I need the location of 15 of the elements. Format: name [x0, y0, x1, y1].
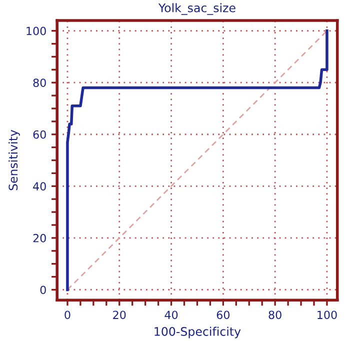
x-tick-label: 40 [164, 310, 178, 320]
y-tick-label: 80 [33, 78, 46, 87]
y-tick-label: 60 [33, 130, 46, 139]
y-axis-title: Sensitivity [8, 130, 20, 190]
y-tick-label: 40 [33, 182, 46, 191]
x-axis-title: 100-Specificity [154, 326, 241, 338]
y-tick-label: 0 [40, 286, 46, 294]
chart-title: Yolk_sac_size [158, 3, 236, 15]
x-tick-label: 0 [64, 310, 70, 320]
y-tick-label: 100 [26, 26, 46, 36]
x-tick-label: 100 [318, 310, 337, 320]
x-tick-label: 80 [268, 310, 282, 320]
x-tick-label: 20 [113, 310, 126, 320]
y-tick-label: 20 [33, 234, 46, 242]
x-tick-label: 60 [216, 310, 230, 320]
